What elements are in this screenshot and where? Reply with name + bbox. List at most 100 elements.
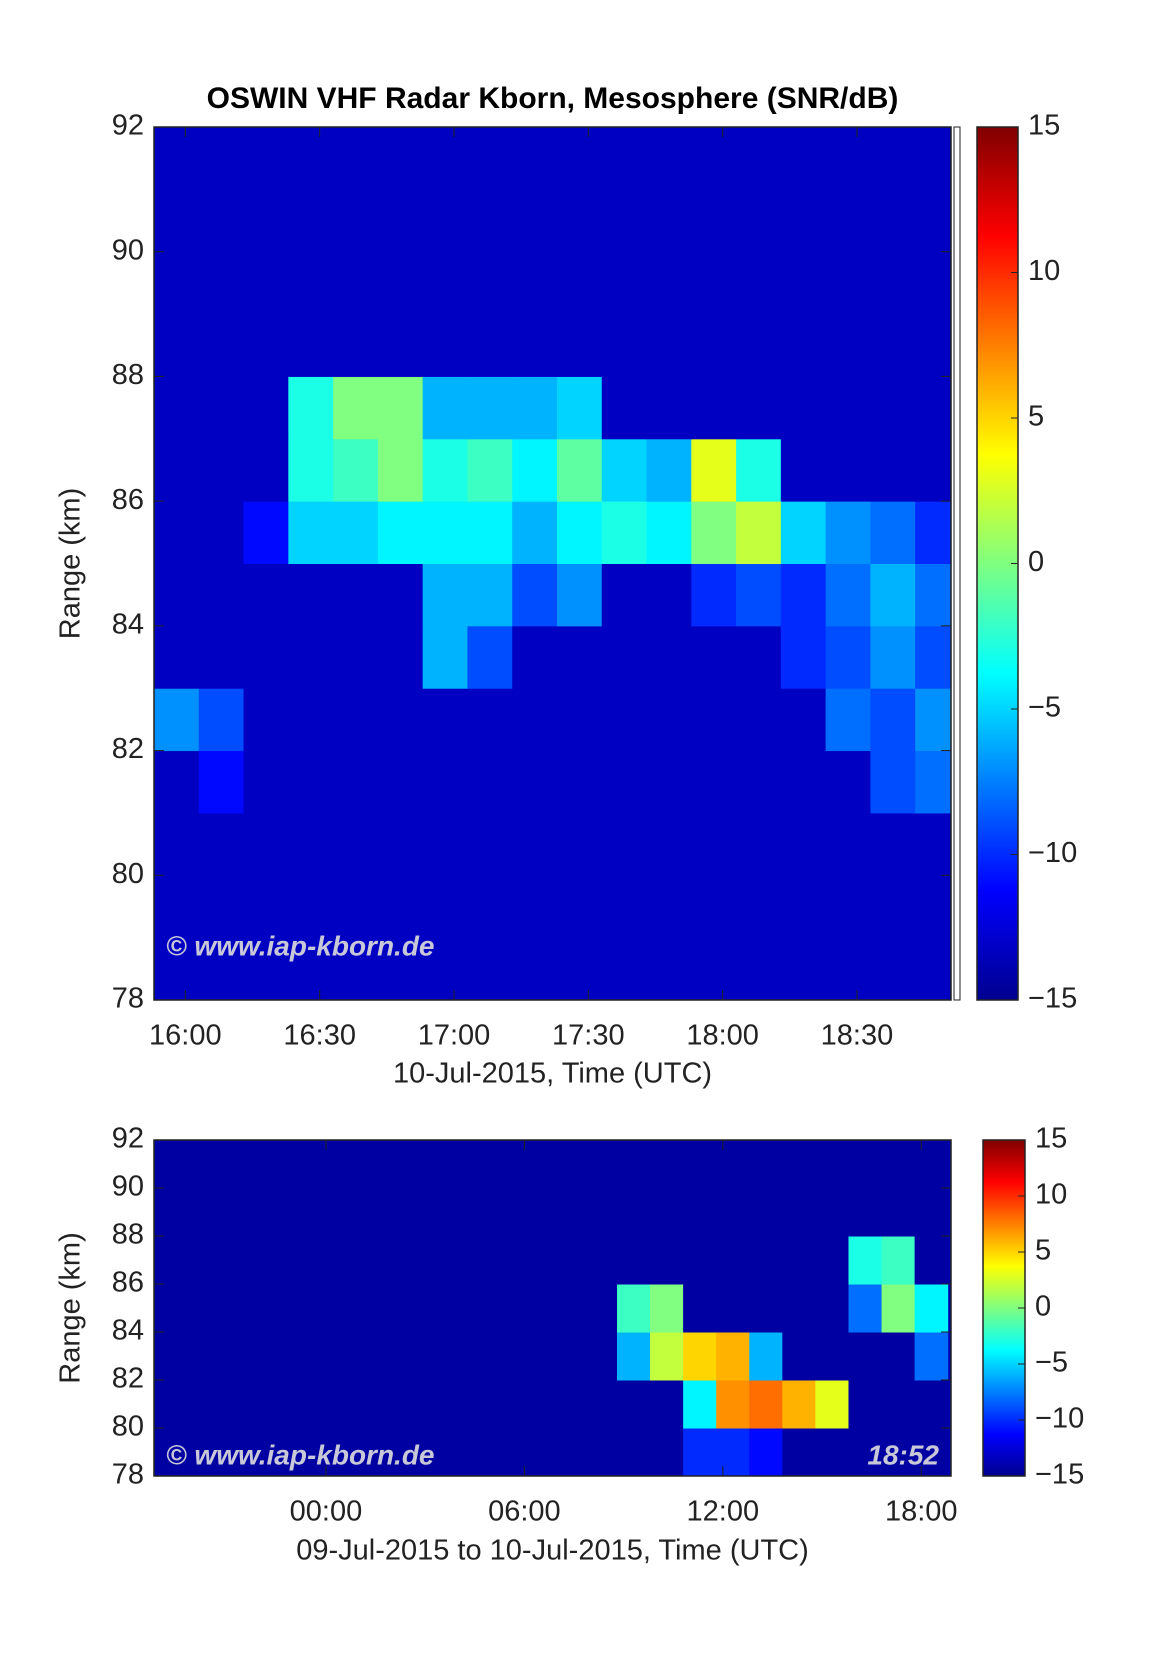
cell: [467, 625, 513, 689]
cell: [601, 875, 648, 939]
cell: [550, 1140, 585, 1189]
cell: [914, 1284, 949, 1333]
cell: [377, 812, 424, 876]
cell: [870, 750, 916, 814]
colorbar-tick-label: −15: [1028, 983, 1077, 1015]
cell: [780, 127, 827, 190]
cell: [616, 1140, 651, 1189]
chart-title: OSWIN VHF Radar Kborn, Mesosphere (SNR/d…: [207, 82, 899, 115]
cell: [915, 750, 951, 814]
cell: [646, 812, 692, 876]
cell: [286, 1284, 320, 1333]
cell: [467, 438, 513, 502]
cell: [870, 376, 916, 440]
cell: [683, 1428, 717, 1476]
cell: [556, 251, 603, 315]
cell: [780, 875, 827, 939]
x-tick-label: 17:00: [418, 1020, 491, 1052]
cell: [601, 314, 648, 377]
cell: [512, 563, 558, 627]
cell: [583, 1428, 618, 1476]
cell: [154, 937, 200, 1000]
cell: [333, 563, 379, 627]
cell: [646, 625, 692, 689]
cell: [467, 563, 513, 627]
x-tick-label: 12:00: [687, 1496, 760, 1528]
cell: [556, 189, 603, 253]
cell: [646, 688, 692, 752]
cell: [243, 501, 289, 564]
plot: 78 80 82 84 86 88 90 92 16:00 16:30 17:00 17:30 18:0…: [55, 82, 1078, 1090]
cell: [253, 1284, 287, 1333]
y-tick-label: 86: [112, 1267, 144, 1299]
cell: [556, 376, 603, 440]
cell: [915, 189, 951, 253]
cell: [352, 1428, 386, 1476]
cell: [825, 875, 871, 939]
annotation: © www.iap-kborn.de: [166, 930, 435, 961]
cell: [154, 438, 200, 502]
cell: [198, 251, 245, 315]
cell: [154, 1332, 188, 1381]
cell: [716, 1428, 750, 1476]
cell: [915, 688, 951, 752]
cell: [736, 127, 782, 190]
cell: [848, 1284, 883, 1333]
cell: [198, 376, 245, 440]
cell: [780, 937, 827, 1000]
cell: [288, 688, 334, 752]
cell: [914, 1332, 949, 1381]
cell: [881, 1284, 916, 1333]
cell: [451, 1284, 486, 1333]
cell: [422, 875, 468, 939]
cell: [422, 251, 468, 315]
cell: [319, 1428, 353, 1476]
cell: [782, 1236, 816, 1285]
y-tick-label: 88: [112, 359, 144, 391]
cell: [646, 376, 692, 440]
cell: [288, 251, 334, 315]
cell: [716, 1236, 750, 1285]
cell: [736, 750, 782, 814]
cell: [385, 1332, 420, 1381]
cell: [616, 1332, 651, 1381]
cell: [646, 750, 692, 814]
cell: [914, 1140, 949, 1189]
cell: [815, 1284, 849, 1333]
cell: [870, 251, 916, 315]
cell: [782, 1380, 816, 1429]
cell: [154, 750, 200, 814]
cell: [467, 812, 513, 876]
cell: [385, 1380, 420, 1429]
cell: [484, 1236, 519, 1285]
cell: [418, 1236, 453, 1285]
cell: [556, 563, 603, 627]
cell: [825, 438, 871, 502]
cell: [915, 937, 951, 1000]
cell: [601, 189, 648, 253]
cell: [288, 189, 334, 253]
cell: [385, 1140, 420, 1189]
cell: [512, 251, 558, 315]
cell: [881, 1380, 916, 1429]
cell: [422, 376, 468, 440]
cell: [691, 127, 737, 190]
cell: [736, 376, 782, 440]
cell: [422, 314, 468, 377]
cell: [556, 875, 603, 939]
cell: [691, 937, 737, 1000]
cell: [243, 563, 289, 627]
cell: [198, 189, 245, 253]
colorbar-tick-label: −10: [1035, 1403, 1084, 1435]
cell: [333, 812, 379, 876]
cell: [377, 937, 424, 1000]
cell: [377, 625, 424, 689]
cell: [422, 625, 468, 689]
cell: [780, 189, 827, 253]
cell: [512, 750, 558, 814]
cell: [915, 251, 951, 315]
cell: [815, 1380, 849, 1429]
cell: [556, 750, 603, 814]
cell: [550, 1332, 585, 1381]
cell: [154, 1284, 188, 1333]
